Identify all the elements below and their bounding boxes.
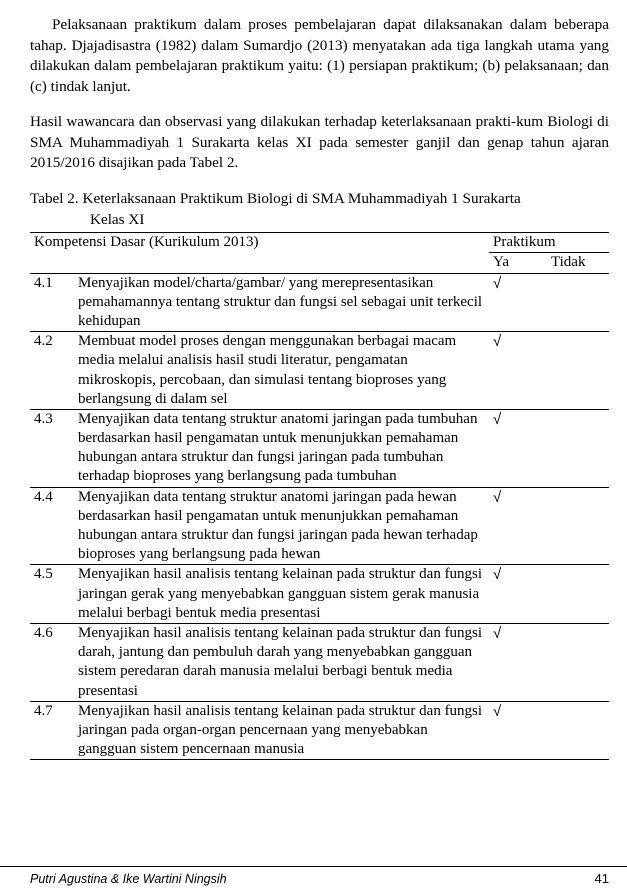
table-row: 4.1Menyajikan model/charta/gambar/ yang …: [30, 273, 609, 332]
row-ya: √: [489, 273, 547, 332]
row-tidak: [547, 273, 609, 332]
row-description: Menyajikan model/charta/gambar/ yang mer…: [74, 273, 489, 332]
row-number: 4.6: [30, 623, 74, 701]
row-description: Menyajikan data tentang struktur anatomi…: [74, 409, 489, 487]
row-ya: √: [489, 623, 547, 701]
row-tidak: [547, 565, 609, 624]
paragraph-2: Hasil wawancara dan observasi yang dilak…: [30, 112, 609, 174]
row-number: 4.3: [30, 409, 74, 487]
page-footer: Putri Agustina & Ike Wartini Ningsih 41: [0, 866, 627, 892]
table-caption: Tabel 2. Keterlaksanaan Praktikum Biolog…: [30, 189, 609, 230]
row-ya: √: [489, 409, 547, 487]
row-number: 4.4: [30, 487, 74, 565]
row-ya: √: [489, 487, 547, 565]
table-row: 4.2Membuat model proses dengan menggunak…: [30, 332, 609, 410]
row-ya: √: [489, 701, 547, 760]
header-praktikum: Praktikum: [489, 233, 609, 253]
row-number: 4.7: [30, 701, 74, 760]
table-caption-line2: Kelas XI: [30, 210, 609, 231]
row-tidak: [547, 409, 609, 487]
table-row: 4.5Menyajikan hasil analisis tentang kel…: [30, 565, 609, 624]
row-ya: √: [489, 332, 547, 410]
paragraph-1: Pelaksanaan praktikum dalam proses pembe…: [30, 15, 609, 97]
row-description: Membuat model proses dengan menggunakan …: [74, 332, 489, 410]
table-row: 4.6Menyajikan hasil analisis tentang kel…: [30, 623, 609, 701]
row-number: 4.1: [30, 273, 74, 332]
praktikum-table: Kompetensi Dasar (Kurikulum 2013) Prakti…: [30, 232, 609, 760]
header-ya: Ya: [489, 253, 547, 273]
table-row: 4.4Menyajikan data tentang struktur anat…: [30, 487, 609, 565]
table-row: 4.7Menyajikan hasil analisis tentang kel…: [30, 701, 609, 760]
header-kompetensi-dasar: Kompetensi Dasar (Kurikulum 2013): [30, 233, 489, 273]
row-tidak: [547, 701, 609, 760]
table-row: 4.3Menyajikan data tentang struktur anat…: [30, 409, 609, 487]
table-header: Kompetensi Dasar (Kurikulum 2013) Prakti…: [30, 233, 609, 273]
footer-page-number: 41: [595, 871, 609, 886]
row-ya: √: [489, 565, 547, 624]
row-number: 4.2: [30, 332, 74, 410]
row-number: 4.5: [30, 565, 74, 624]
row-tidak: [547, 487, 609, 565]
row-tidak: [547, 332, 609, 410]
page: Pelaksanaan praktikum dalam proses pembe…: [0, 15, 627, 892]
header-tidak: Tidak: [547, 253, 609, 273]
row-description: Menyajikan hasil analisis tentang kelain…: [74, 623, 489, 701]
row-description: Menyajikan hasil analisis tentang kelain…: [74, 565, 489, 624]
table-caption-line1: Tabel 2. Keterlaksanaan Praktikum Biolog…: [30, 189, 609, 210]
footer-authors: Putri Agustina & Ike Wartini Ningsih: [30, 872, 227, 886]
row-description: Menyajikan hasil analisis tentang kelain…: [74, 701, 489, 760]
table-body: 4.1Menyajikan model/charta/gambar/ yang …: [30, 273, 609, 760]
row-tidak: [547, 623, 609, 701]
row-description: Menyajikan data tentang struktur anatomi…: [74, 487, 489, 565]
